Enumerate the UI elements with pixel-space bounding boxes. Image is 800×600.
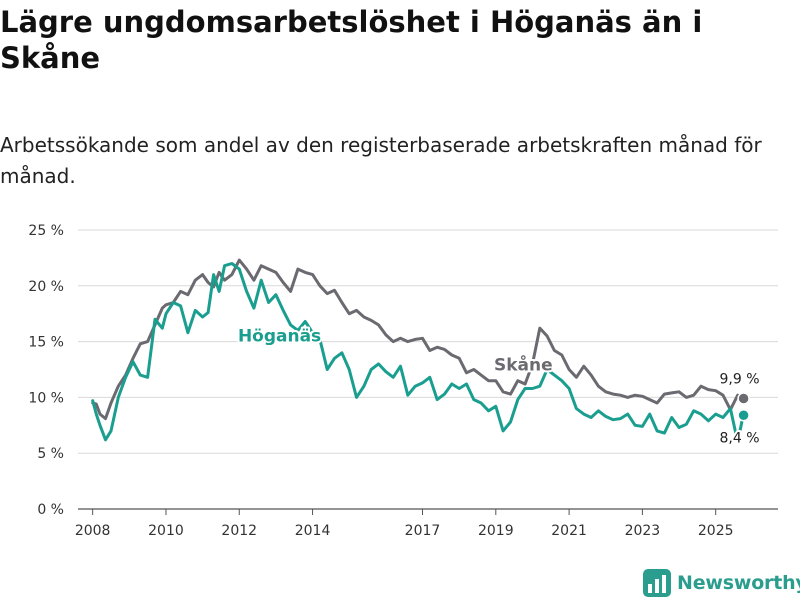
series-line-sk-ne — [91, 258, 745, 421]
series-label-hoganas: Höganäs — [238, 327, 321, 347]
brand-name: Newsworthy — [677, 572, 800, 594]
brand-logo: Newsworthy — [643, 567, 800, 599]
end-value-label-hoganas: 8,4 % — [720, 430, 760, 446]
chart-title: Lägre ungdomsarbetslöshet i Höganäs än i… — [0, 5, 703, 75]
series-label-skane: Skåne — [494, 354, 553, 376]
axes: 0 % 5 % 10 % 15 % 20 % 25 % 2008 2010 2012 2014 20… — [28, 223, 733, 539]
newsworthy-logo-icon — [643, 569, 671, 597]
x-tick-label: 2014 — [295, 523, 331, 539]
x-tick-label: 2021 — [551, 523, 587, 539]
x-tick-label: 2025 — [698, 523, 734, 539]
x-tick-label: 2008 — [75, 523, 111, 539]
x-tick-label: 2010 — [148, 523, 184, 539]
end-marker-h-gan-s — [737, 409, 750, 422]
grid — [78, 229, 778, 510]
y-tick-label: 5 % — [37, 446, 64, 462]
x-tick-label: 2017 — [405, 523, 441, 539]
y-tick-label: 15 % — [28, 335, 64, 351]
end-marker-sk-ne — [737, 392, 750, 405]
y-tick-label: 20 % — [28, 279, 64, 295]
x-tick-label: 2019 — [478, 523, 514, 539]
y-tick-label: 0 % — [37, 502, 64, 518]
y-tick-label: 10 % — [28, 390, 64, 406]
labels: Skåne Höganäs 9,9 % 8,4 % — [236, 325, 762, 449]
series-line-h-gan-s — [91, 262, 745, 444]
chart-subtitle: Arbetssökande som andel av den registerb… — [0, 133, 762, 188]
line-chart: 0 % 5 % 10 % 15 % 20 % 25 % 2008 2010 2012 2014 20… — [28, 223, 778, 539]
x-tick-label: 2012 — [221, 523, 257, 539]
x-tick-label: 2023 — [625, 523, 661, 539]
y-tick-label: 25 % — [28, 223, 64, 239]
end-value-label-skane: 9,9 % — [720, 372, 760, 388]
series — [91, 258, 750, 444]
